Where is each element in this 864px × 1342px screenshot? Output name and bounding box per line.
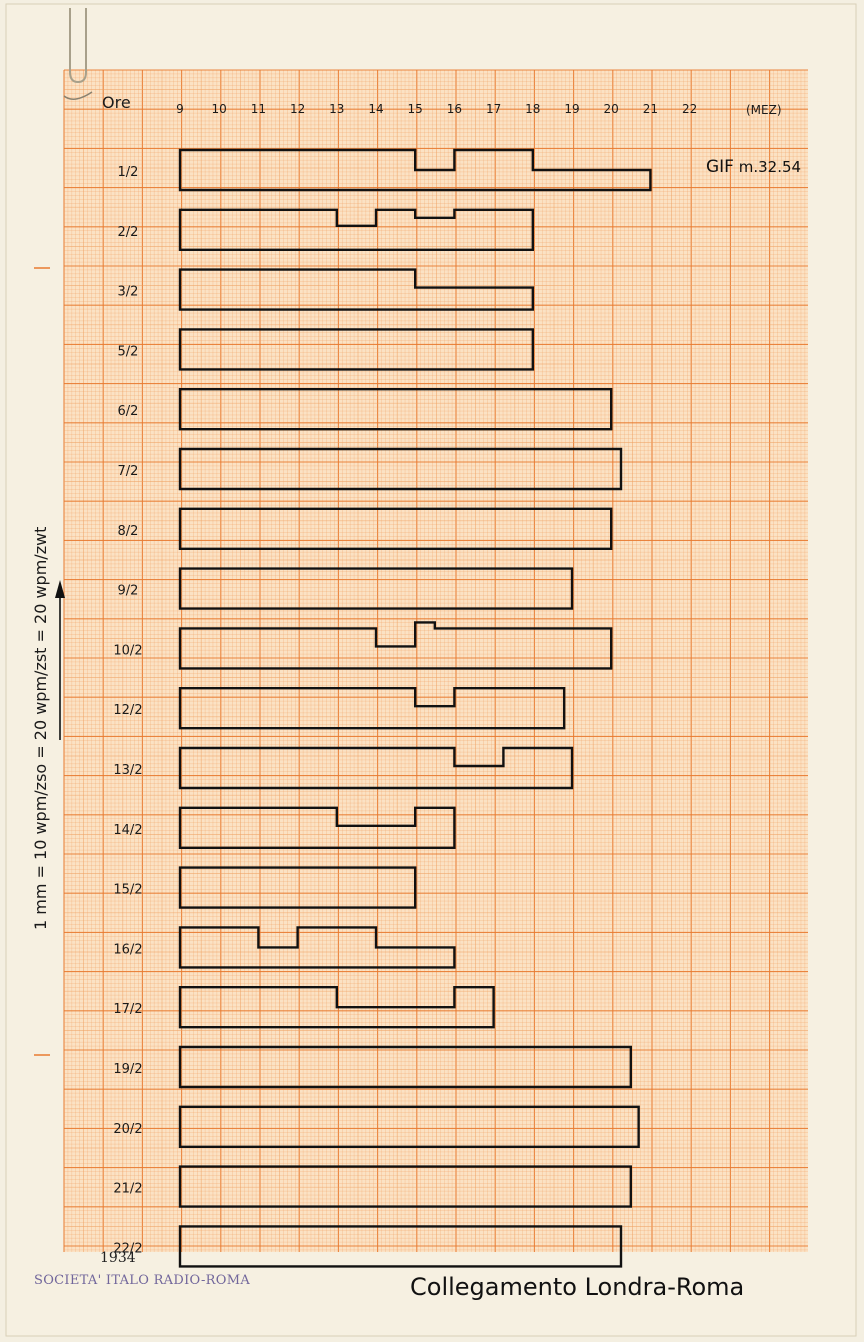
x-tick-label: 19 [564,102,579,116]
row-date-label: 9/2 [118,584,139,599]
day-row: 15/2 [113,866,417,909]
row-traffic-bar [178,567,574,610]
x-tick-label: 22 [682,102,697,116]
row-date-label: 3/2 [118,285,139,300]
grid-background [64,70,808,1252]
day-row: 17/2 [113,986,495,1029]
row-traffic-bar [178,507,613,550]
row-traffic-bar [178,621,613,670]
x-axis-label: Ore [102,93,131,112]
row-traffic-bar [178,687,566,730]
x-tick-label: 12 [290,102,305,116]
row-traffic-bar [178,148,652,192]
x-tick-label: 13 [329,102,344,116]
graph-paper-grid [63,69,808,1252]
x-axis-unit-label: (MEZ) [746,103,782,117]
row-date-label: 5/2 [118,344,139,359]
row-date-label: 14/2 [113,823,142,838]
x-tick-label: 14 [368,102,383,116]
day-row: 7/2 [118,447,623,491]
paper-clip-mark-lower [63,91,93,100]
chart-title: Collegamento Londra-Roma [410,1273,745,1301]
x-tick-label: 15 [408,102,423,116]
row-date-label: 21/2 [113,1182,142,1197]
x-tick-label: 20 [604,102,619,116]
day-row: 13/2 [113,746,574,790]
x-axis-ticks: 9 10 11 12 13 14 15 16 17 18 19 20 21 22 [176,102,697,116]
row-date-label: 2/2 [118,225,139,240]
row-traffic-bar [178,268,534,311]
reference-code-suffix: m.32.54 [738,158,802,176]
row-traffic-bar [178,1165,632,1208]
scale-arrow-head [55,580,65,598]
day-row: 8/2 [118,507,613,550]
row-date-label: 8/2 [118,524,139,539]
day-row: 21/2 [113,1165,632,1208]
day-row: 22/2 [113,1225,623,1268]
paper-clip-mark [69,8,87,84]
day-row: 3/2 [118,268,534,311]
year-label: 1934 [100,1250,136,1266]
row-traffic-bar [178,926,456,969]
daily-rows: 1/2 2/2 3/2 5/2 6/2 7/2 8/2 9/2 10/2 12/2 13/2 14/2… [113,148,652,1268]
row-date-label: 7/2 [118,464,139,479]
x-tick-label: 21 [643,102,658,116]
day-row: 14/2 [113,806,456,849]
day-row: 16/2 [113,926,456,969]
row-traffic-bar [178,447,623,491]
row-date-label: 20/2 [113,1122,142,1137]
day-row: 12/2 [113,687,566,730]
row-date-label: 15/2 [113,883,142,898]
row-traffic-bar [178,1225,623,1268]
row-traffic-bar [178,388,613,431]
row-traffic-bar [178,806,456,849]
day-row: 5/2 [118,328,534,371]
row-traffic-bar [178,1105,640,1148]
row-traffic-bar [178,1045,632,1089]
row-traffic-bar [178,208,534,251]
row-traffic-bar [178,866,417,909]
reference-code-prefix: GIF [706,157,734,177]
row-date-label: 22/2 [113,1241,142,1256]
day-row: 1/2 [118,148,652,192]
x-tick-label: 11 [251,102,266,116]
x-tick-label: 16 [447,102,462,116]
row-date-label: 10/2 [113,643,142,658]
day-row: 9/2 [118,567,574,610]
row-date-label: 13/2 [113,763,142,778]
x-tick-label: 17 [486,102,501,116]
x-tick-label: 9 [176,102,184,116]
row-date-label: 17/2 [113,1002,142,1017]
row-date-label: 12/2 [113,703,142,718]
day-row: 19/2 [113,1045,632,1089]
row-date-label: 6/2 [118,404,139,419]
day-row: 2/2 [118,208,534,251]
company-stamp: SOCIETA' ITALO RADIO-ROMA [34,1273,251,1288]
day-row: 10/2 [113,621,613,670]
row-date-label: 1/2 [118,165,139,180]
row-traffic-bar [178,746,574,790]
reference-code: GIF m.32.54 [706,157,801,177]
row-traffic-bar [178,328,534,371]
day-row: 20/2 [113,1105,640,1148]
row-traffic-bar [178,986,495,1029]
row-date-label: 16/2 [113,942,142,957]
x-tick-label: 18 [525,102,540,116]
row-date-label: 19/2 [113,1062,142,1077]
x-tick-label: 10 [212,102,227,116]
day-row: 6/2 [118,388,613,431]
y-axis-scale-label: 1 mm = 10 wpm/zso = 20 wpm/zst = 20 wpm/… [31,527,50,930]
